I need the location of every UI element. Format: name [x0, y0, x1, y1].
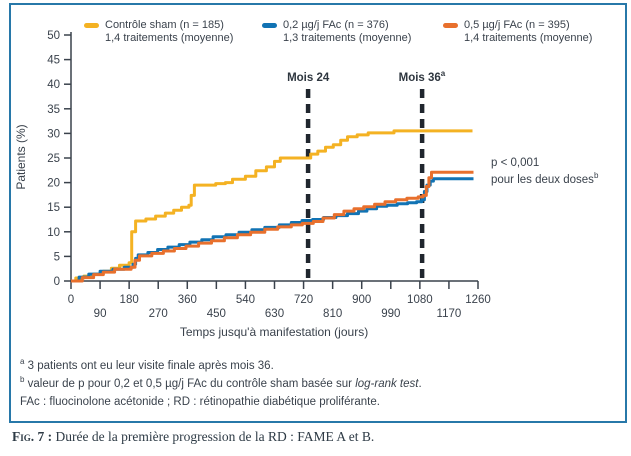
legend-swatch-icon — [262, 23, 277, 28]
y-tick-label: 30 — [47, 128, 60, 140]
annotation-mois-24: Mois 24 — [287, 72, 330, 84]
legend-item: 0,5 µg/j FAc (n = 395) 1,4 traitements (m… — [443, 19, 592, 45]
y-tick-label: 5 — [54, 251, 60, 263]
y-tick-label: 0 — [54, 276, 60, 288]
legend-swatch-icon — [443, 23, 458, 28]
x-axis-title: Temps jusqu'à manifestation (jours) — [180, 325, 368, 339]
y-tick-label: 15 — [47, 202, 60, 214]
footnote-line: b valeur de p pour 0,2 et 0,5 µg/j FAc d… — [20, 375, 422, 390]
survival-chart: 0 5 10 15 20 25 30 35 40 45 50 0 90 180 270 360 450 540 63… — [14, 30, 491, 339]
series-curve — [71, 170, 474, 283]
figure-caption-text: Durée de la première progression de la R… — [52, 429, 375, 444]
x-tick-label: 360 — [178, 294, 197, 306]
legend-label: Contrôle sham (n = 185) 1,4 traitements (… — [105, 19, 234, 44]
figure-footnotes: a 3 patients ont eu leur visite finale a… — [20, 357, 422, 411]
x-tick-label: 900 — [352, 294, 371, 306]
legend-label: 0,2 µg/j FAc (n = 376) 1,3 traitements (m… — [283, 19, 412, 44]
footnote-line: a 3 patients ont eu leur visite finale a… — [20, 357, 274, 372]
series-curve — [71, 129, 473, 283]
annotation-mois-36: Mois 36a — [398, 69, 446, 84]
y-axis-title: Patients (%) — [14, 124, 28, 189]
y-tick-label: 20 — [47, 178, 60, 190]
x-tick-label: 0 — [68, 294, 74, 306]
annotation-p-value: p < 0,001 pour les deux dosesb — [491, 155, 598, 189]
y-tick-label: 25 — [47, 153, 60, 165]
figure-caption: Fig. 7 : Durée de la première progressio… — [12, 429, 374, 445]
y-tick-label: 35 — [47, 104, 60, 116]
p-value-line1: p < 0,001 — [491, 157, 540, 169]
y-tick-label: 10 — [47, 227, 60, 239]
x-tick-label: 630 — [265, 308, 284, 320]
y-tick-label: 45 — [47, 55, 60, 67]
legend-swatch-icon — [84, 23, 99, 28]
x-tick-label: 450 — [207, 308, 226, 320]
footnote-line: FAc : fluocinolone acétonide ; RD : réti… — [20, 396, 380, 408]
legend-item: Contrôle sham (n = 185) 1,4 traitements (… — [84, 19, 233, 45]
x-tick-label: 540 — [236, 294, 255, 306]
y-tick-label: 40 — [47, 79, 60, 91]
x-tick-label: 90 — [94, 308, 107, 320]
x-tick-label: 270 — [149, 308, 168, 320]
figure-caption-label: Fig. 7 : — [12, 429, 53, 444]
figure-frame: Contrôle sham (n = 185) 1,4 traitements (… — [9, 3, 627, 423]
p-value-footnote-marker: b — [593, 171, 599, 181]
x-tick-label: 810 — [323, 308, 342, 320]
legend-item: 0,2 µg/j FAc (n = 376) 1,3 traitements (m… — [262, 19, 411, 45]
x-tick-label: 1170 — [437, 308, 462, 320]
p-value-line2: pour les deux dosesb — [491, 171, 599, 186]
x-tick-label: 1260 — [465, 294, 491, 306]
x-tick-label: 180 — [120, 294, 139, 306]
y-tick-label: 50 — [47, 30, 60, 42]
x-tick-label: 1080 — [407, 294, 433, 306]
x-tick-label: 990 — [381, 308, 400, 320]
x-tick-label: 720 — [294, 294, 313, 306]
legend-label: 0,5 µg/j FAc (n = 395) 1,4 traitements (m… — [464, 19, 593, 44]
